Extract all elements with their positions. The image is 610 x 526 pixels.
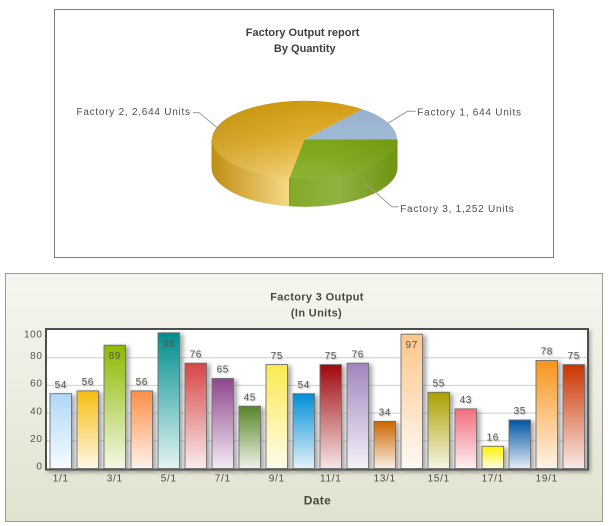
svg-text:11/1: 11/1 bbox=[320, 474, 342, 485]
svg-text:Factory 2, 2,644 Units: Factory 2, 2,644 Units bbox=[76, 107, 190, 118]
svg-text:13/1: 13/1 bbox=[374, 474, 396, 485]
svg-text:35: 35 bbox=[514, 406, 526, 417]
svg-text:Factory 1, 644 Units: Factory 1, 644 Units bbox=[417, 107, 521, 118]
svg-text:54: 54 bbox=[55, 380, 67, 391]
svg-text:9/1: 9/1 bbox=[269, 474, 285, 485]
svg-text:0: 0 bbox=[36, 462, 42, 473]
svg-text:Date: Date bbox=[304, 494, 331, 508]
svg-text:75: 75 bbox=[568, 351, 580, 362]
svg-text:40: 40 bbox=[30, 406, 42, 417]
svg-text:55: 55 bbox=[433, 379, 445, 390]
svg-text:By Quantity: By Quantity bbox=[274, 43, 337, 55]
svg-text:98: 98 bbox=[163, 339, 175, 350]
svg-text:15/1: 15/1 bbox=[428, 474, 450, 485]
svg-text:60: 60 bbox=[30, 379, 42, 390]
svg-text:16: 16 bbox=[487, 433, 499, 444]
svg-text:75: 75 bbox=[271, 351, 283, 362]
svg-text:Factory 3 Output: Factory 3 Output bbox=[270, 292, 364, 304]
svg-text:89: 89 bbox=[109, 351, 121, 362]
svg-text:20: 20 bbox=[30, 434, 42, 445]
svg-text:80: 80 bbox=[30, 351, 42, 362]
svg-text:1/1: 1/1 bbox=[53, 474, 69, 485]
svg-text:100: 100 bbox=[24, 330, 43, 341]
svg-text:3/1: 3/1 bbox=[107, 474, 123, 485]
svg-text:65: 65 bbox=[217, 365, 229, 376]
svg-text:76: 76 bbox=[352, 349, 364, 360]
svg-text:43: 43 bbox=[460, 395, 472, 406]
svg-text:Factory Output report: Factory Output report bbox=[246, 27, 360, 39]
svg-text:17/1: 17/1 bbox=[482, 474, 504, 485]
svg-text:34: 34 bbox=[379, 408, 391, 419]
svg-text:56: 56 bbox=[82, 377, 94, 388]
svg-text:56: 56 bbox=[136, 377, 148, 388]
svg-text:45: 45 bbox=[244, 392, 256, 403]
svg-text:5/1: 5/1 bbox=[161, 474, 177, 485]
svg-text:76: 76 bbox=[190, 349, 202, 360]
svg-text:75: 75 bbox=[325, 351, 337, 362]
svg-text:54: 54 bbox=[298, 380, 310, 391]
svg-text:97: 97 bbox=[406, 340, 418, 351]
svg-text:Factory 3, 1,252 Units: Factory 3, 1,252 Units bbox=[400, 204, 514, 215]
svg-text:19/1: 19/1 bbox=[536, 474, 558, 485]
svg-text:(In Units): (In Units) bbox=[291, 308, 342, 320]
svg-text:78: 78 bbox=[541, 347, 553, 358]
svg-text:7/1: 7/1 bbox=[215, 474, 231, 485]
